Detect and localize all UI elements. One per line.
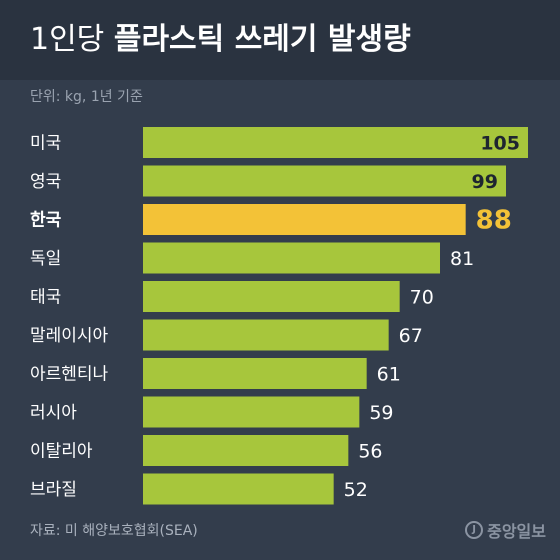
category-label: 태국 [30, 288, 61, 308]
value-label: 61 [377, 364, 401, 386]
category-label: 미국 [30, 134, 61, 154]
category-label: 아르헨티나 [30, 365, 109, 385]
brand-logo: J 중앙일보 [465, 518, 546, 542]
bar [143, 435, 349, 466]
source-note: 자료: 미 해양보호협회(SEA) [30, 523, 198, 539]
unit-note: 단위: kg, 1년 기준 [30, 89, 143, 105]
bar [143, 165, 506, 197]
category-label: 러시아 [30, 403, 77, 423]
category-label: 브라질 [30, 480, 77, 500]
category-label: 독일 [30, 249, 61, 269]
value-label: 88 [476, 206, 512, 236]
bar [143, 358, 367, 389]
value-label: 59 [369, 402, 393, 424]
joongang-logo-icon: J [465, 521, 484, 539]
category-label: 한국 [30, 211, 62, 231]
bar [143, 281, 400, 312]
bar [143, 127, 528, 158]
value-label: 105 [480, 133, 520, 155]
category-label: 영국 [30, 172, 61, 192]
category-label: 이탈리아 [30, 442, 93, 462]
value-label: 99 [472, 171, 498, 193]
title-light: 1인당 [30, 22, 105, 57]
bar-chart: 미국 105 영국 99 한국 88 독일 81 태국 70 말레이시아 67 아르헨티나 61 러시아 59… [30, 127, 528, 505]
bar [143, 473, 334, 505]
value-label: 70 [410, 287, 434, 309]
brand-name: 중앙일보 [487, 522, 546, 541]
value-label: 52 [344, 479, 368, 501]
chart-title: 1인당 플라스틱 쓰레기 발생량 [30, 20, 411, 60]
bar [143, 204, 466, 235]
title-bold: 플라스틱 쓰레기 발생량 [113, 22, 411, 57]
value-label: 67 [399, 325, 423, 347]
bar [143, 319, 389, 351]
header-band: 1인당 플라스틱 쓰레기 발생량 [0, 0, 560, 80]
bar [143, 242, 440, 274]
value-label: 81 [450, 248, 474, 270]
category-label: 말레이시아 [30, 326, 109, 346]
value-label: 56 [358, 441, 382, 463]
bar [143, 396, 360, 428]
